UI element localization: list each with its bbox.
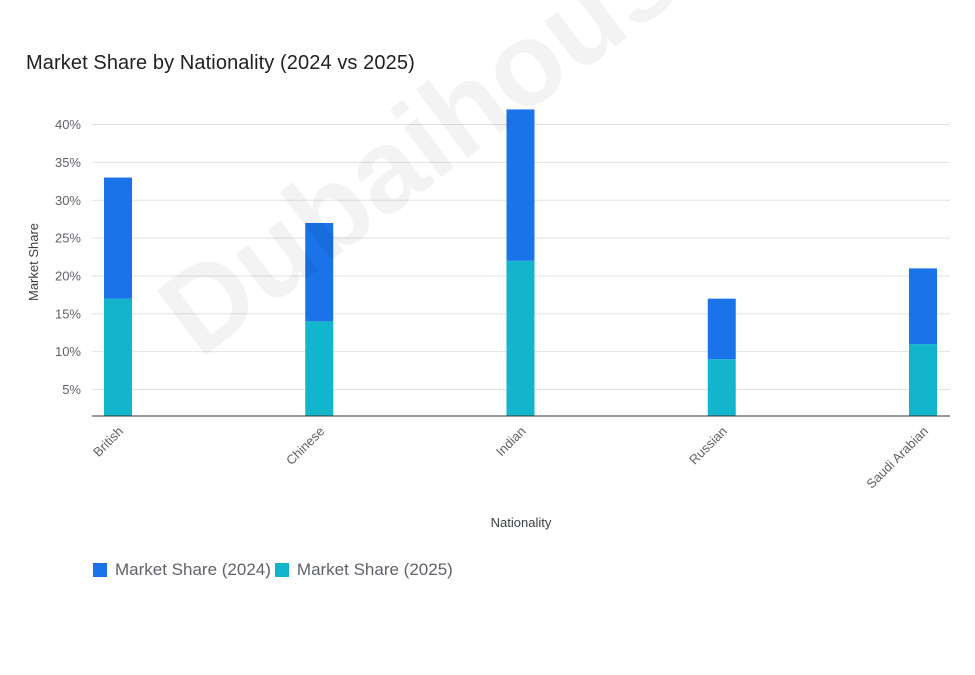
- legend-label-2024: Market Share (2024): [115, 560, 271, 579]
- bar-russian-2024[interactable]: [707, 298, 736, 360]
- legend: Market Share (2024) Market Share (2025): [93, 560, 457, 580]
- bar-british-2025[interactable]: [104, 298, 132, 416]
- x-tick-label: Indian: [493, 424, 529, 460]
- x-tick-labels: British Chinese Indian Russian Saudi Arabian: [90, 424, 931, 492]
- bar-chart: 5% 10% 15% 20% 25% 30% 35% 40% British Chinese In…: [26, 109, 950, 530]
- bar-chinese-2024[interactable]: [305, 222, 334, 322]
- x-tick-label: Russian: [686, 424, 730, 468]
- x-tick-label: British: [90, 424, 126, 460]
- y-tick-label: 10%: [55, 344, 81, 359]
- y-tick-labels: 5% 10% 15% 20% 25% 30% 35% 40%: [55, 117, 81, 397]
- chart-title: Market Share by Nationality (2024 vs 202…: [26, 52, 415, 74]
- y-tick-label: 30%: [55, 193, 81, 208]
- bar-british-2024[interactable]: [104, 177, 132, 299]
- bar-saudi-arabian-2025[interactable]: [909, 344, 937, 416]
- bar-russian-2025[interactable]: [707, 359, 736, 416]
- legend-item-2024[interactable]: Market Share (2024): [93, 560, 271, 580]
- legend-label-2025: Market Share (2025): [296, 560, 453, 579]
- bar-saudi-arabian-2024[interactable]: [909, 268, 937, 345]
- bar-indian-2024[interactable]: [506, 109, 535, 261]
- legend-swatch-2024: [93, 563, 107, 577]
- y-tick-label: 20%: [55, 268, 81, 283]
- x-tick-label: Chinese: [283, 424, 327, 468]
- x-tick-label: Saudi Arabian: [863, 424, 931, 492]
- y-axis-label: Market Share: [26, 223, 41, 301]
- legend-item-2025[interactable]: Market Share (2025): [274, 560, 453, 580]
- x-axis-label: Nationality: [491, 515, 552, 530]
- y-tick-label: 5%: [62, 382, 81, 397]
- bar-indian-2025[interactable]: [506, 260, 535, 416]
- y-tick-label: 35%: [55, 155, 81, 170]
- y-tick-label: 25%: [55, 231, 81, 246]
- bars: [104, 109, 937, 416]
- y-tick-label: 40%: [55, 117, 81, 132]
- legend-swatch-2025: [274, 563, 289, 577]
- y-tick-label: 15%: [55, 306, 81, 321]
- bar-chinese-2025[interactable]: [305, 321, 334, 416]
